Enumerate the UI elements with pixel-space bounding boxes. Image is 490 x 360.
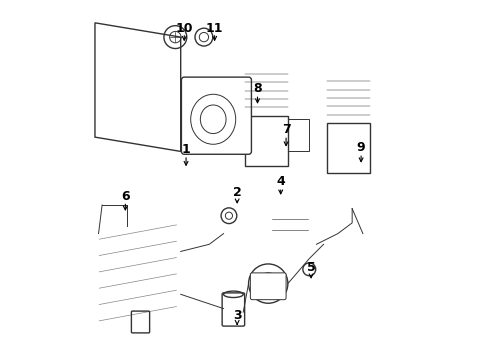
Text: 1: 1 (182, 143, 191, 156)
Text: 7: 7 (282, 123, 291, 136)
FancyBboxPatch shape (131, 311, 149, 333)
Text: 6: 6 (121, 190, 130, 203)
Text: 11: 11 (206, 22, 223, 35)
Text: 10: 10 (175, 22, 193, 35)
Text: 2: 2 (233, 186, 242, 199)
FancyBboxPatch shape (222, 293, 245, 326)
FancyBboxPatch shape (327, 123, 370, 173)
Text: 4: 4 (276, 175, 285, 188)
FancyBboxPatch shape (250, 273, 286, 300)
Text: 9: 9 (357, 141, 366, 154)
FancyBboxPatch shape (181, 77, 251, 154)
FancyBboxPatch shape (245, 116, 288, 166)
Text: 8: 8 (253, 82, 262, 95)
Text: 3: 3 (233, 309, 242, 322)
Text: 5: 5 (307, 261, 316, 274)
